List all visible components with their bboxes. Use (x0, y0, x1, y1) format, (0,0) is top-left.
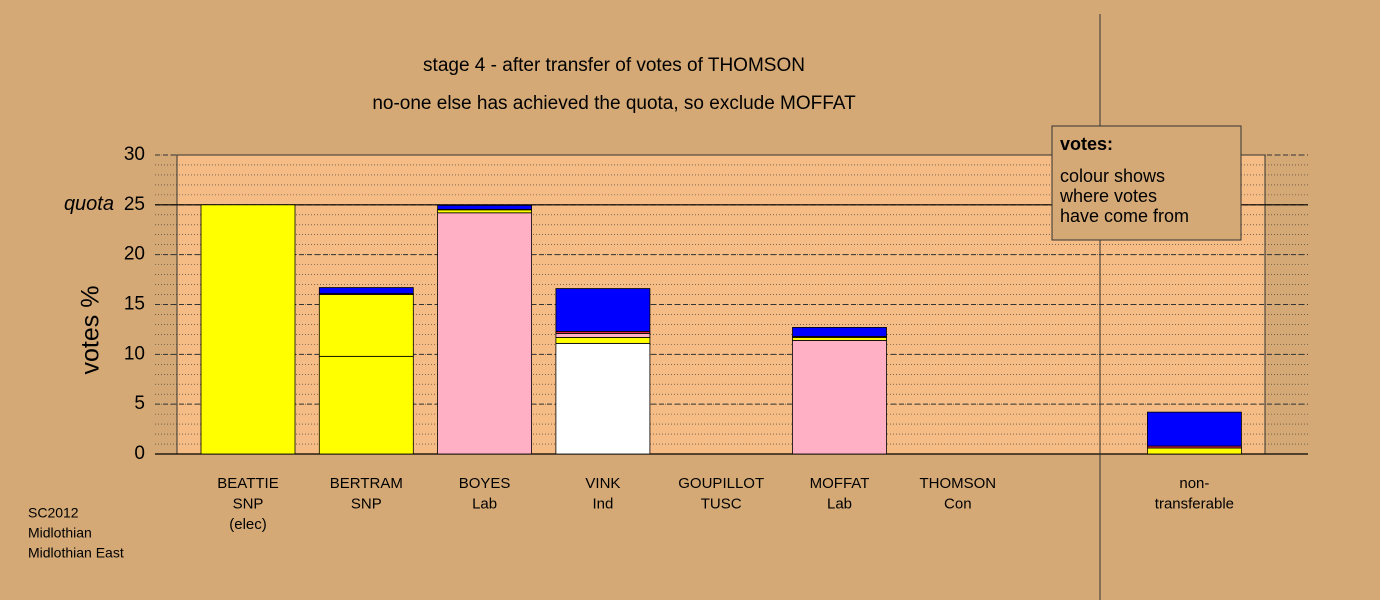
y-tick-label: 25 (124, 194, 145, 215)
bar-segment (437, 209, 533, 214)
legend-text: have come from (1060, 206, 1189, 226)
legend-text: where votes (1059, 186, 1157, 206)
bar-segment (437, 212, 533, 455)
x-tick-label: Lab (827, 495, 852, 512)
bar-segment (792, 339, 887, 455)
y-tick-label: 15 (124, 294, 145, 315)
bar-segment (555, 342, 651, 455)
x-tick-label: SNP (351, 495, 382, 512)
bar-segment (200, 204, 296, 455)
bar-segment (318, 287, 414, 294)
y-tick-label: 10 (124, 343, 145, 364)
bar-segment (792, 327, 887, 337)
x-tick-label: Con (944, 495, 972, 512)
y-tick-label: 20 (124, 244, 145, 265)
x-tick-label: MOFFAT (810, 475, 870, 492)
y-tick-label: 0 (134, 443, 145, 464)
bar-segment (1147, 411, 1242, 447)
bar-segment (318, 355, 414, 455)
x-tick-label: GOUPILLOT (678, 475, 764, 492)
chart-subtitle: no-one else has achieved the quota, so e… (372, 93, 856, 114)
bar-segment (318, 294, 414, 357)
x-tick-label: SNP (233, 495, 264, 512)
legend-title: votes: (1060, 134, 1113, 154)
y-tick-label: 30 (124, 144, 145, 165)
bar-segment (555, 336, 651, 344)
bar-segment (555, 333, 651, 338)
footnote: SC2012 (28, 505, 79, 521)
legend-text: colour shows (1060, 166, 1165, 186)
y-axis-label: votes % (77, 286, 105, 375)
x-tick-label: non- (1179, 475, 1209, 492)
chart-title: stage 4 - after transfer of votes of THO… (423, 55, 805, 76)
bar-segment (555, 288, 651, 332)
y-tick-label: 5 (134, 393, 145, 414)
x-tick-label: BOYES (459, 475, 511, 492)
bar-segment (1147, 447, 1242, 455)
quota-label: quota (64, 193, 114, 215)
x-tick-label: BEATTIE (217, 475, 278, 492)
x-tick-label: transferable (1155, 495, 1234, 512)
x-tick-label: Lab (472, 495, 497, 512)
x-tick-label: TUSC (701, 495, 742, 512)
x-tick-label: (elec) (229, 516, 267, 533)
bar-segment (437, 204, 533, 210)
x-tick-label: BERTRAM (330, 475, 403, 492)
x-tick-label: VINK (585, 475, 620, 492)
footnote: Midlothian East (28, 545, 124, 561)
legend-box (1051, 125, 1242, 241)
x-tick-label: Ind (592, 495, 613, 512)
x-tick-label: THOMSON (919, 475, 996, 492)
bar-segment (792, 336, 887, 341)
footnote: Midlothian (28, 525, 92, 541)
